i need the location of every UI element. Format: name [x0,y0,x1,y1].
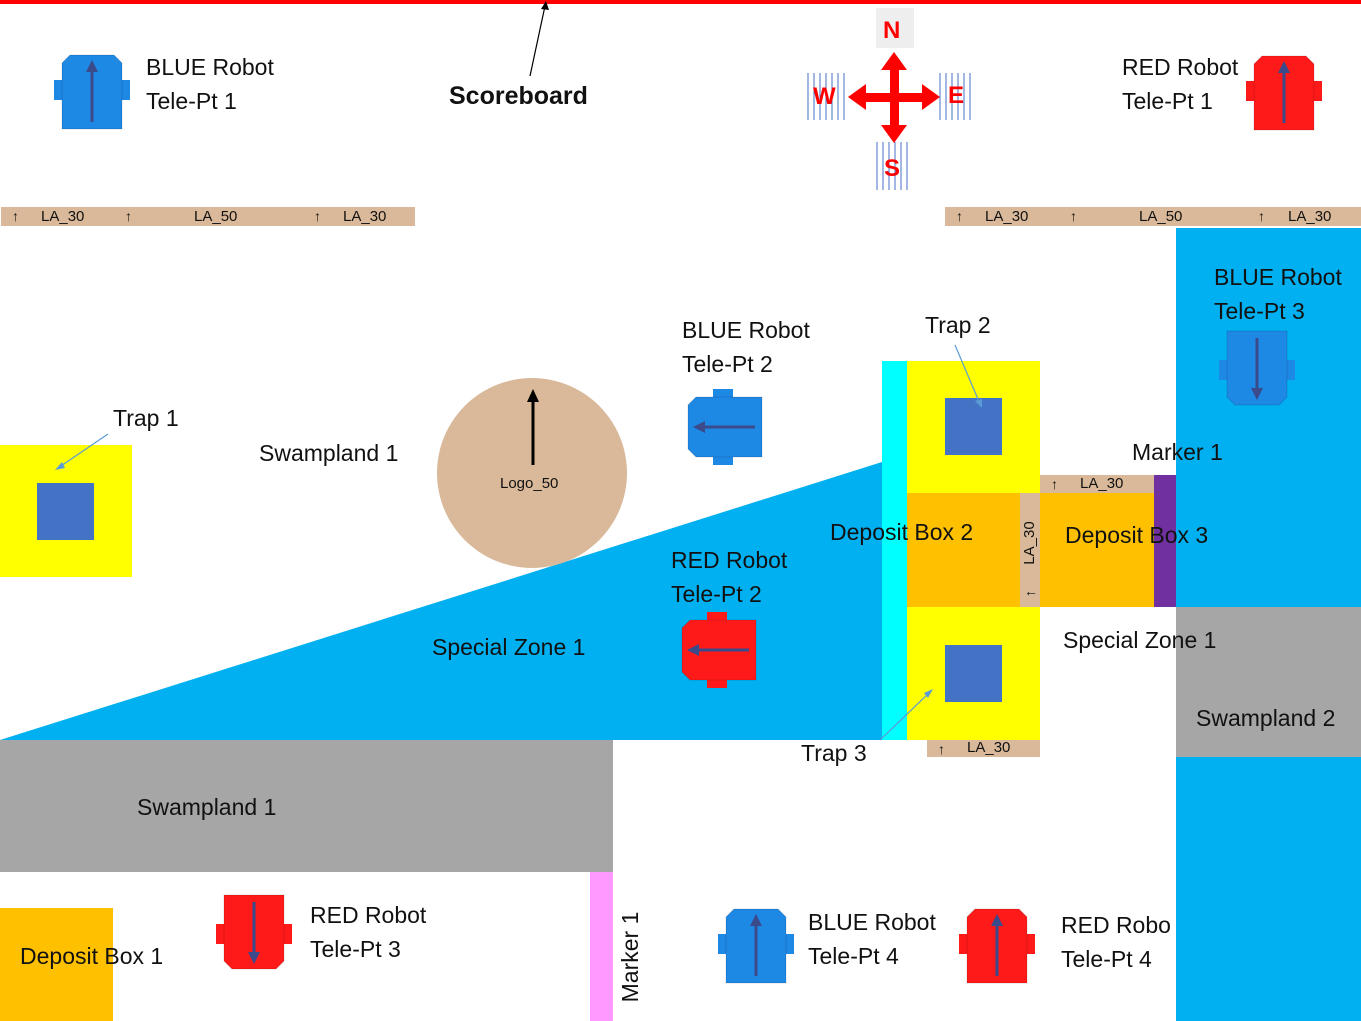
la-label: LA_30 [1288,208,1331,226]
scoreboard-pointer-line [530,6,545,76]
cyan-strip [882,361,907,740]
logo-label: Logo_50 [500,475,558,493]
trap-1-label: Trap 1 [113,401,179,435]
scoreboard-label: Scoreboard [449,79,588,113]
robot-label: RED Robot Tele-Pt 1 [1122,50,1238,118]
la-label-vertical: LA_30 [1021,520,1039,566]
marker-1-label-right: Marker 1 [1132,435,1223,469]
special-zone-1-label-right: Special Zone 1 [1063,623,1216,657]
robot-label: BLUE Robot Tele-Pt 4 [808,905,936,973]
la-label: LA_30 [41,208,84,226]
arrow-left-icon: ← [1024,582,1038,600]
la-label: LA_50 [194,208,237,226]
deposit-box-2-label: Deposit Box 2 [830,515,973,549]
trap-2-box [945,398,1002,455]
marker-1-label-bottom: Marker 1 [613,902,647,1012]
arrow-up-icon: ↑ [938,740,945,758]
arrow-up-icon: ↑ [1070,207,1077,225]
robot-label: BLUE Robot Tele-Pt 3 [1214,260,1342,328]
robot-label: RED Robot Tele-Pt 3 [310,898,426,966]
swampland-1-label-bottom: Swampland 1 [137,790,276,824]
swampland-2-label: Swampland 2 [1196,701,1335,735]
deposit-box-3-label: Deposit Box 3 [1065,518,1208,552]
marker-1-pink [590,872,613,1021]
arrow-up-icon: ↑ [314,207,321,225]
trap-3-label: Trap 3 [801,736,867,770]
la-label: LA_30 [985,208,1028,226]
compass-east: E [948,79,964,113]
compass-north: N [883,14,900,48]
la-label: LA_30 [343,208,386,226]
trap-1-box [37,483,94,540]
la-label: LA_30 [967,739,1010,757]
compass-south: S [884,152,900,186]
arrow-up-icon: ↑ [956,207,963,225]
deposit-box-1-label: Deposit Box 1 [20,939,163,973]
arrow-up-icon: ↑ [12,207,19,225]
special-zone-1-label-left: Special Zone 1 [432,630,585,664]
swampland-1-label-top: Swampland 1 [259,436,398,470]
robot-label: BLUE Robot Tele-Pt 2 [682,313,810,381]
arrow-up-icon: ↑ [1051,475,1058,493]
la-label: LA_30 [1080,475,1123,493]
arrow-up-icon: ↑ [1258,207,1265,225]
compass-west: W [813,80,836,114]
trap-3-box [945,645,1002,702]
robot-label: RED Robot Tele-Pt 2 [671,543,787,611]
arrow-up-icon: ↑ [125,207,132,225]
trap-2-label: Trap 2 [925,308,991,342]
robot-label: BLUE Robot Tele-Pt 1 [146,50,274,118]
robot-label: RED Robo Tele-Pt 4 [1061,908,1171,976]
deposit-box-2-area [907,493,1020,607]
swampland-1-bottom-area [0,740,613,872]
la-label: LA_50 [1139,208,1182,226]
